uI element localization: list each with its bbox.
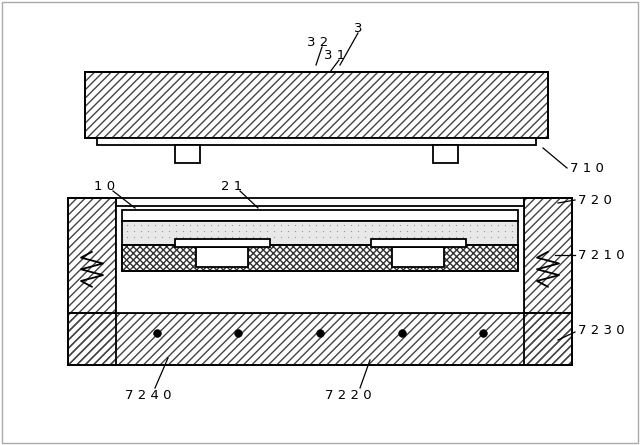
Bar [122,245,518,271]
Bar [371,239,466,247]
Bar [524,198,572,365]
Bar [392,247,444,267]
Bar [524,198,572,365]
Bar [97,138,536,145]
Text: 7 2 3 0: 7 2 3 0 [578,324,625,336]
Text: 3 1: 3 1 [324,49,346,61]
Bar [68,198,116,365]
Text: 7 2 4 0: 7 2 4 0 [125,388,172,401]
Bar [85,72,548,138]
Text: 1 0: 1 0 [95,179,116,193]
Text: 3: 3 [354,21,362,35]
Bar [196,247,248,267]
Bar [68,313,572,365]
Bar [524,198,572,365]
Text: 2 1: 2 1 [221,179,243,193]
Bar [68,198,572,365]
Bar [175,145,200,163]
Bar [122,210,518,221]
Bar [175,239,270,247]
Text: 7 1 0: 7 1 0 [570,162,604,174]
Text: 7 2 0: 7 2 0 [578,194,612,206]
Text: 7 2 2 0: 7 2 2 0 [324,388,371,401]
Bar [116,206,524,313]
Bar [68,313,572,365]
Bar [122,221,518,245]
Bar [122,245,518,271]
Bar [68,198,116,365]
Text: 7 2 1 0: 7 2 1 0 [578,248,625,262]
Bar [85,72,548,138]
Bar [85,72,548,138]
Bar [433,145,458,163]
Bar [68,198,116,365]
Text: 3 2: 3 2 [307,36,328,49]
Bar [122,245,518,271]
Bar [68,313,572,365]
